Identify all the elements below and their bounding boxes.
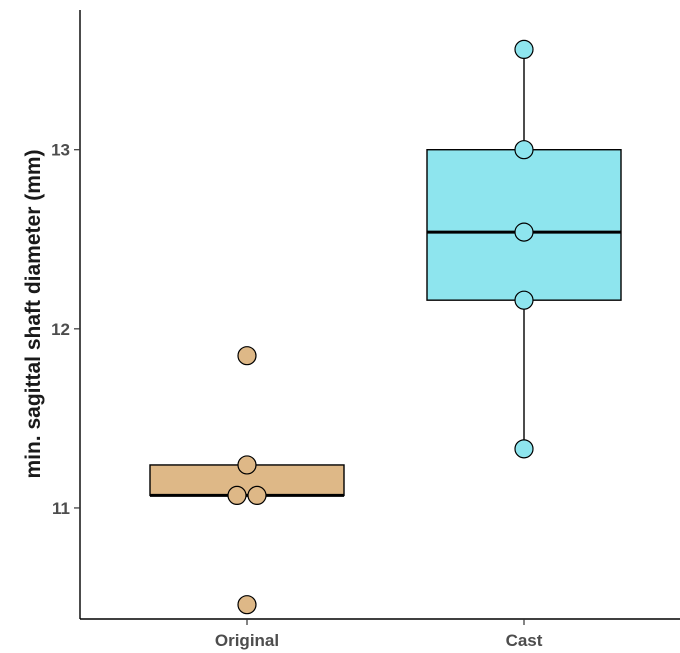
- data-point: [514, 290, 534, 310]
- data-point: [237, 346, 257, 366]
- x-tick-label: Original: [215, 631, 279, 650]
- y-tick-label: 13: [51, 141, 70, 160]
- x-tick-label: Cast: [506, 631, 543, 650]
- point-layer: [227, 39, 534, 615]
- y-tick-label: 11: [52, 499, 70, 518]
- axes: 11 12 13 Original Cast: [51, 10, 680, 650]
- data-point: [247, 485, 267, 506]
- y-tick-label: 12: [51, 320, 70, 339]
- data-point: [514, 222, 534, 242]
- data-point: [237, 455, 257, 475]
- data-point: [237, 595, 257, 615]
- data-point: [227, 485, 247, 506]
- y-axis-title: min. sagittal shaft diameter (mm): [22, 149, 45, 478]
- data-point: [514, 140, 534, 160]
- data-point: [514, 39, 534, 60]
- data-point: [514, 439, 534, 459]
- box-layer: [149, 49, 622, 497]
